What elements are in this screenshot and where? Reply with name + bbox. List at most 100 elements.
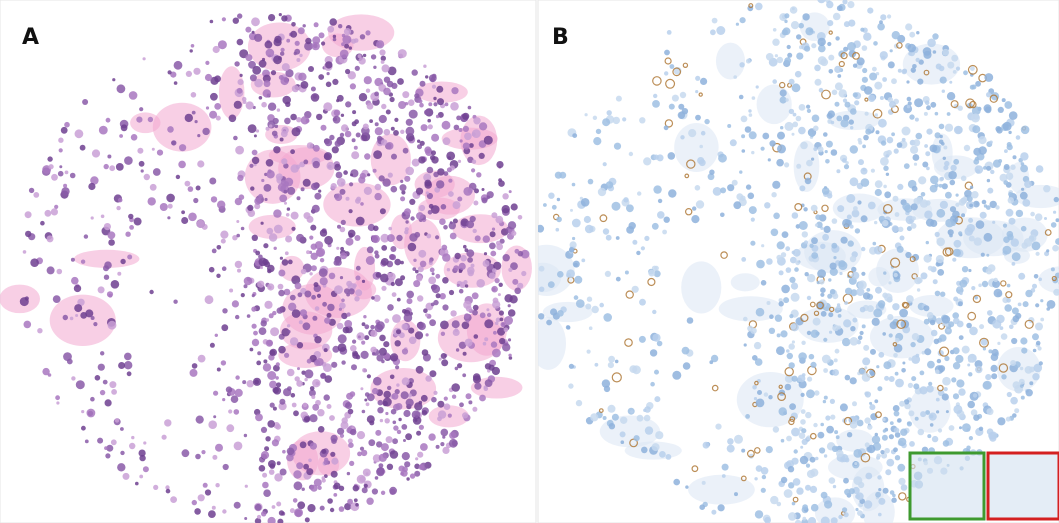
cell	[550, 308, 557, 315]
cell	[314, 336, 321, 343]
cell	[867, 8, 873, 14]
cell	[311, 395, 315, 399]
cell	[843, 478, 849, 484]
cell	[310, 225, 316, 231]
cell	[362, 368, 367, 373]
cell	[450, 310, 456, 316]
cell	[856, 492, 864, 500]
cell	[930, 102, 936, 108]
cell	[474, 334, 479, 339]
cell	[948, 171, 957, 180]
cell	[264, 446, 269, 451]
cell	[237, 269, 241, 273]
cell	[460, 139, 463, 142]
cell	[168, 204, 173, 209]
cell	[71, 277, 79, 285]
cell	[463, 280, 467, 284]
cell	[294, 481, 303, 490]
cell	[926, 219, 934, 227]
cell	[129, 443, 135, 449]
cell	[710, 29, 716, 35]
cell	[63, 315, 68, 320]
cell	[303, 160, 308, 165]
cell	[806, 389, 815, 398]
cell	[862, 45, 868, 51]
cell	[902, 69, 907, 74]
cell	[966, 224, 975, 233]
cell	[450, 102, 459, 111]
cell	[852, 318, 857, 323]
cell	[986, 166, 991, 171]
cell	[842, 507, 847, 512]
cell	[767, 301, 771, 305]
cell	[916, 354, 920, 358]
cell	[242, 380, 246, 384]
cell	[837, 326, 841, 330]
cell	[910, 342, 915, 347]
cell	[367, 393, 375, 401]
cell	[269, 124, 272, 127]
cell	[255, 251, 260, 256]
cell	[404, 176, 410, 182]
cell	[796, 53, 803, 60]
cell	[897, 418, 902, 423]
cell	[943, 157, 946, 160]
cell	[311, 87, 316, 92]
cell	[433, 300, 438, 305]
cell	[894, 411, 900, 417]
cell	[56, 401, 59, 404]
cell	[1052, 245, 1059, 252]
cell	[1013, 315, 1020, 322]
cell	[322, 302, 327, 307]
cell	[593, 116, 597, 120]
cell	[171, 141, 176, 146]
cell	[699, 504, 705, 510]
cell	[403, 410, 410, 417]
cell	[492, 349, 501, 358]
cell	[606, 235, 612, 241]
cell	[958, 388, 965, 395]
cell	[104, 223, 111, 230]
cell	[904, 163, 910, 169]
cell	[900, 236, 905, 241]
cell	[603, 162, 607, 166]
cell	[358, 57, 365, 64]
cell	[1003, 246, 1012, 255]
cell	[262, 58, 265, 61]
cell	[668, 152, 676, 160]
cell	[891, 132, 895, 136]
cell	[827, 193, 832, 198]
cell	[222, 17, 226, 21]
cell	[796, 487, 803, 494]
cell	[959, 335, 964, 340]
cell	[873, 41, 878, 46]
cell	[901, 484, 908, 491]
cell	[466, 320, 469, 323]
cell	[391, 186, 398, 193]
cell	[888, 61, 895, 68]
cell	[885, 469, 891, 475]
cell	[603, 416, 607, 420]
cell	[118, 362, 125, 369]
cell	[595, 363, 599, 367]
cell	[885, 154, 889, 158]
cell	[49, 164, 54, 169]
cell	[496, 241, 501, 246]
cell	[893, 447, 898, 452]
cell	[909, 441, 915, 447]
cell	[354, 146, 358, 150]
cell	[870, 349, 876, 355]
cell	[318, 426, 325, 433]
cell	[792, 133, 795, 136]
cell	[920, 411, 926, 417]
cell	[839, 272, 842, 275]
cell	[764, 392, 768, 396]
cell	[953, 318, 960, 325]
cell	[748, 109, 751, 112]
cell	[244, 517, 247, 520]
cell	[876, 365, 879, 368]
cell	[919, 386, 927, 394]
cell	[337, 225, 341, 229]
cell	[70, 317, 74, 321]
cell	[850, 108, 857, 115]
